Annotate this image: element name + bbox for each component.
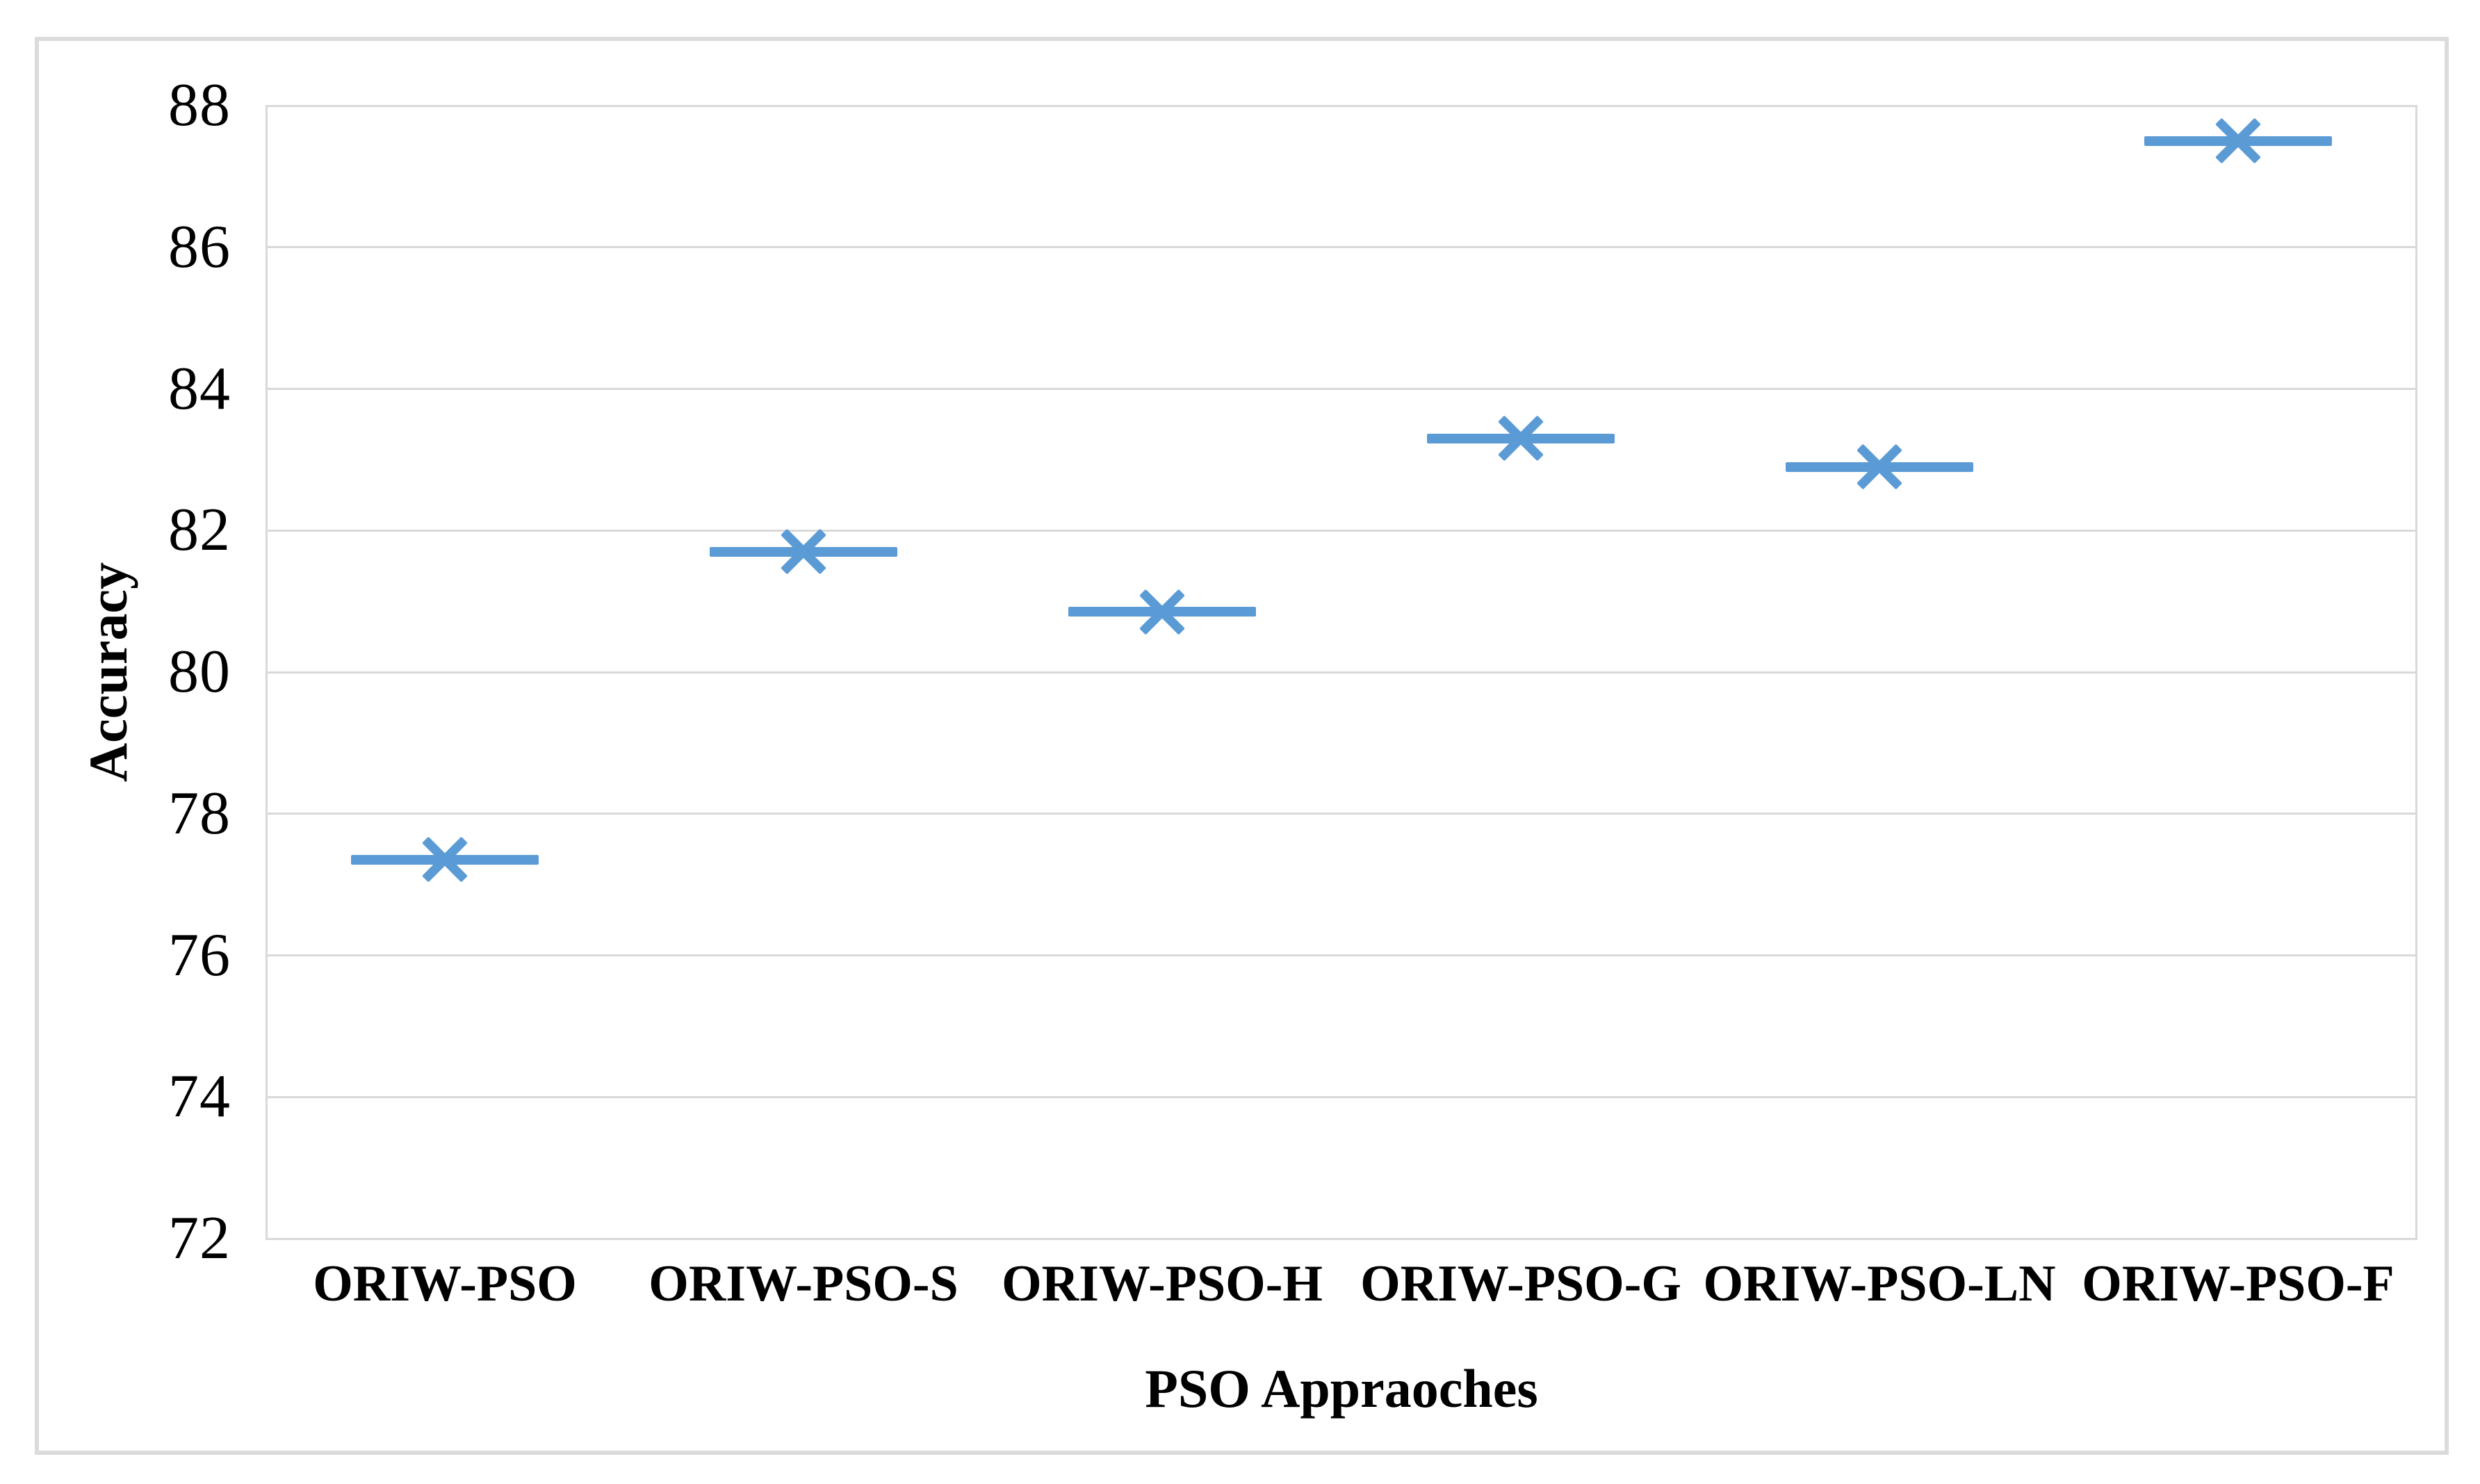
plot-border xyxy=(266,106,268,1239)
y-tick-label: 84 xyxy=(168,354,231,423)
x-category-label: ORIW-PSO xyxy=(313,1255,577,1312)
x-category-label: ORIW-PSO-G xyxy=(1360,1255,1681,1312)
x-category-label: ORIW-PSO-S xyxy=(648,1255,958,1312)
gridline xyxy=(266,246,2417,249)
y-tick-label: 74 xyxy=(168,1063,231,1131)
gridline xyxy=(266,813,2417,815)
x-axis-title: PSO Appraoches xyxy=(1145,1358,1538,1419)
y-tick-label: 76 xyxy=(168,921,231,989)
y-tick-label: 88 xyxy=(168,72,231,139)
y-tick-label: 86 xyxy=(168,213,231,281)
y-axis-title: Accuracy xyxy=(78,562,138,783)
x-category-label: ORIW-PSO-F xyxy=(2082,1255,2395,1312)
y-tick-label: 80 xyxy=(168,638,231,706)
gridline xyxy=(266,671,2417,674)
gridline xyxy=(266,1237,2417,1240)
figure-border xyxy=(35,37,2449,1455)
gridline xyxy=(266,954,2417,956)
x-category-label: ORIW-PSO-H xyxy=(1002,1255,1323,1312)
gridline xyxy=(266,529,2417,532)
y-tick-label: 78 xyxy=(168,779,231,847)
gridline xyxy=(266,104,2417,107)
x-category-label: ORIW-PSO-LN xyxy=(1703,1255,2056,1312)
plot-border xyxy=(2415,106,2417,1239)
gridline xyxy=(266,388,2417,390)
plot-area xyxy=(266,104,2417,1240)
y-tick-label: 82 xyxy=(168,496,231,564)
y-tick-label: 72 xyxy=(168,1205,231,1272)
gridline xyxy=(266,1095,2417,1098)
